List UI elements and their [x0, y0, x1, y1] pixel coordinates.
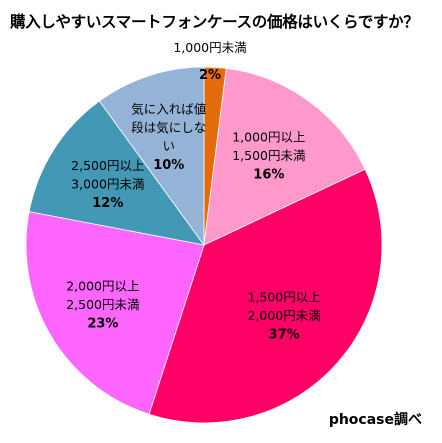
slice-label-4-line-1: 2,000円以上 [66, 279, 139, 294]
pie-labels: 1,000円未満 2% 1,000円以上 1,500円未満 16% 1,500円以上 2,0… [66, 40, 321, 343]
slice-label-3-line-1: 1,500円以上 [247, 290, 320, 305]
slice-label-2-line-2: 1,500円未満 [232, 148, 305, 163]
slice-label-6-line-1: 気に入れば値 [131, 101, 206, 116]
slice-label-3-line-2: 2,000円未満 [247, 308, 320, 323]
pie-slices [25, 66, 383, 424]
pie-slice-4 [25, 211, 205, 415]
slice-value-label-1: 2% [199, 68, 221, 83]
slice-value-label-6: 10% [153, 158, 184, 173]
slice-label-5-line-1: 2,500円以上 [71, 158, 144, 173]
chart-title: 購入しやすいスマートフォンケースの価格はいくらですか？ [10, 13, 419, 31]
slice-label-1-line-1: 1,000円未満 [173, 40, 246, 55]
slice-label-2-line-1: 1,000円以上 [232, 130, 305, 145]
slice-label-6-line-2: 段は気にしな [131, 120, 206, 135]
source-credit: phocase調べ [328, 412, 422, 428]
pie-slice-3 [148, 168, 383, 424]
pie-slice-5 [28, 100, 205, 246]
pie-slice-2 [203, 67, 366, 246]
slice-value-label-3: 37% [269, 328, 300, 343]
slice-value-label-4: 23% [87, 317, 118, 332]
slice-label-5-line-2: 3,000円未満 [71, 176, 144, 191]
slice-value-label-2: 16% [253, 168, 284, 183]
pie-slice-6 [98, 66, 205, 247]
slice-label-4-line-2: 2,500円未満 [66, 297, 139, 312]
slice-label-6-line-3: い [163, 138, 176, 153]
slice-value-label-5: 12% [92, 196, 123, 211]
